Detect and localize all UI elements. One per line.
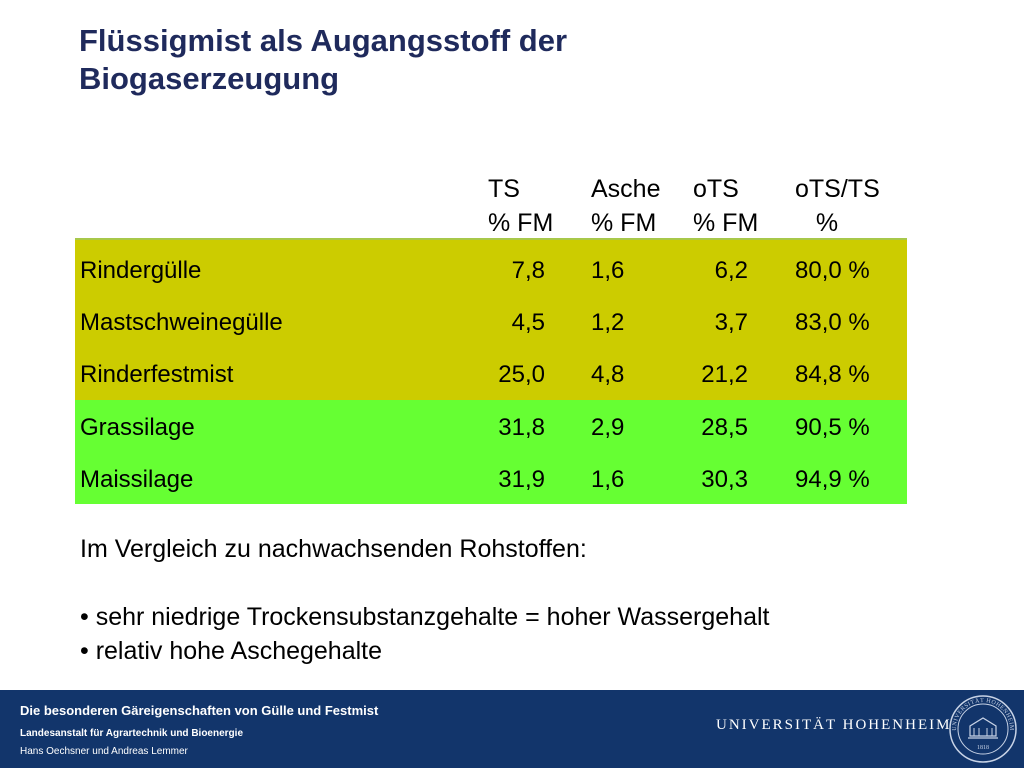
seal-text: UNIVERSITÄT HOHENHEIM [952, 697, 1014, 731]
row-ts-value: 31,9 [498, 466, 545, 493]
column-header-ots-ratio-unit: % [795, 209, 839, 237]
row-asche-value: 1,6 [591, 466, 625, 493]
row-ots-value: 6,2 [714, 257, 748, 284]
column-header-asche-unit: % FM [591, 209, 657, 237]
row-ts-value: 31,8 [498, 414, 545, 441]
row-asche-value: 1,6 [591, 257, 625, 284]
row-ots-value: 3,7 [714, 309, 748, 336]
manure-band [75, 238, 907, 402]
row-name: Rinderfestmist [80, 361, 234, 388]
column-header-ts-unit: % FM [488, 209, 554, 237]
footer-authors: Hans Oechsner und Andreas Lemmer [20, 746, 188, 757]
university-name: UNIVERSITÄT HOHENHEIM [716, 717, 952, 733]
row-ratio-value: 84,8 % [795, 361, 870, 388]
footer-bar: Die besonderen Gäreigenschaften von Güll… [0, 690, 1024, 768]
table-row: Mastschweinegülle 4,5 1,2 3,7 83,0 % [75, 297, 907, 349]
column-header-asche-label: Asche [591, 175, 661, 203]
column-header-ots-ratio-label: oTS/TS [795, 175, 880, 203]
column-header-ots: oTS % FM [693, 172, 758, 240]
table-row: Rinderfestmist 25,0 4,8 21,2 84,8 % [75, 349, 907, 401]
row-ratio-value: 90,5 % [795, 414, 870, 441]
seal-year: 1818 [977, 745, 989, 751]
row-ts-value: 4,5 [511, 309, 545, 336]
row-asche-value: 4,8 [591, 361, 625, 388]
slide-title: Flüssigmist als Augangsstoff der Biogase… [79, 22, 699, 98]
slide-title-line-1: Flüssigmist als Augangsstoff der [79, 23, 568, 58]
row-name: Rindergülle [80, 257, 202, 284]
bullet-list: • sehr niedrige Trockensubstanzgehalte =… [80, 600, 769, 668]
row-asche-value: 1,2 [591, 309, 625, 336]
column-header-ots-label: oTS [693, 175, 739, 203]
column-header-asche: Asche % FM [591, 172, 660, 240]
university-seal-icon: UNIVERSITÄT HOHENHEIM 1818 [949, 695, 1017, 763]
row-name: Maissilage [80, 466, 194, 493]
slide-title-line-2: Biogaserzeugung [79, 61, 340, 96]
column-header-ts: TS % FM [488, 172, 553, 240]
row-ts-value: 7,8 [511, 257, 545, 284]
row-ots-value: 21,2 [701, 361, 748, 388]
row-ratio-value: 80,0 % [795, 257, 870, 284]
table-row: Maissilage 31,9 1,6 30,3 94,9 % [75, 454, 907, 506]
column-header-ots-unit: % FM [693, 209, 759, 237]
row-name: Mastschweinegülle [80, 309, 283, 336]
svg-text:UNIVERSITÄT HOHENHEIM: UNIVERSITÄT HOHENHEIM [952, 697, 1014, 731]
bullet-item: • relativ hohe Aschegehalte [80, 637, 383, 665]
comparison-intro: Im Vergleich zu nachwachsenden Rohstoffe… [80, 535, 587, 563]
footer-presentation-title: Die besonderen Gäreigenschaften von Güll… [20, 703, 379, 718]
row-ots-value: 30,3 [701, 466, 748, 493]
column-header-ts-label: TS [488, 175, 520, 203]
table-row: Rindergülle 7,8 1,6 6,2 80,0 % [75, 245, 907, 297]
bullet-item: • sehr niedrige Trockensubstanzgehalte =… [80, 603, 770, 631]
row-ratio-value: 83,0 % [795, 309, 870, 336]
substrate-table: Rindergülle 7,8 1,6 6,2 80,0 % Mastschwe… [75, 238, 907, 504]
row-ratio-value: 94,9 % [795, 466, 870, 493]
row-ots-value: 28,5 [701, 414, 748, 441]
footer-institute: Landesanstalt für Agrartechnik und Bioen… [20, 728, 244, 739]
row-ts-value: 25,0 [498, 361, 545, 388]
row-name: Grassilage [80, 414, 195, 441]
table-row: Grassilage 31,8 2,9 28,5 90,5 % [75, 402, 907, 454]
column-header-ots-ratio: oTS/TS % [795, 172, 880, 240]
silage-band [75, 400, 907, 504]
row-asche-value: 2,9 [591, 414, 625, 441]
